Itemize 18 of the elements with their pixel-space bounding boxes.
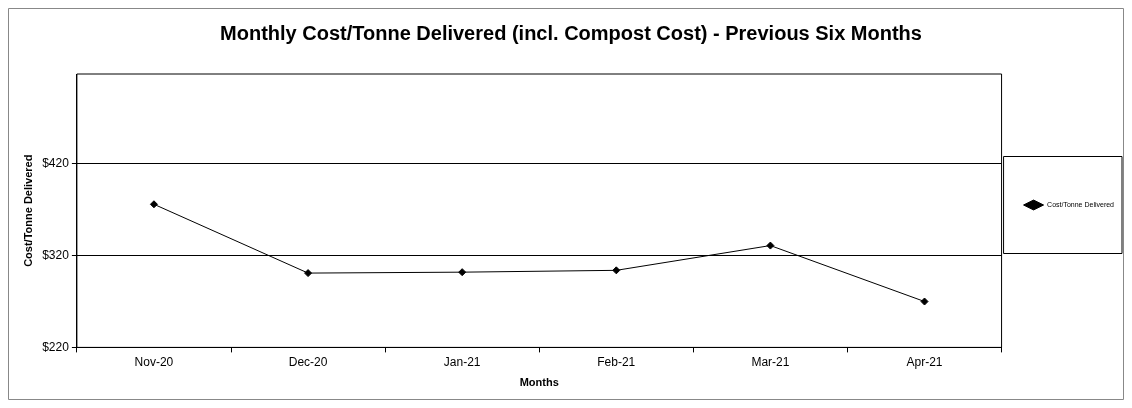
x-tick-label: Dec-20 — [288, 354, 328, 369]
point — [766, 241, 775, 250]
y-tick-label: $420 — [42, 156, 70, 171]
point — [612, 266, 621, 275]
y-tick-label: $320 — [42, 247, 70, 262]
point — [458, 268, 467, 277]
point — [304, 269, 313, 278]
x-tick-label: Mar-21 — [751, 354, 790, 369]
x-tick-label: Nov-20 — [134, 354, 174, 369]
point — [920, 297, 929, 306]
x-tick-label: Jan-21 — [443, 354, 481, 369]
x-tick-label: Apr-21 — [906, 354, 943, 369]
y-axis-title: Cost/Tonne Delivered — [21, 154, 34, 267]
x-axis-title: Months — [519, 376, 559, 389]
point — [149, 200, 158, 209]
y-tick-label: $220 — [42, 339, 70, 354]
chart-title: Monthly Cost/Tonne Delivered (incl. Compost Cost) - Previous Six Months — [220, 21, 922, 44]
x-tick-label: Feb-21 — [597, 354, 636, 369]
